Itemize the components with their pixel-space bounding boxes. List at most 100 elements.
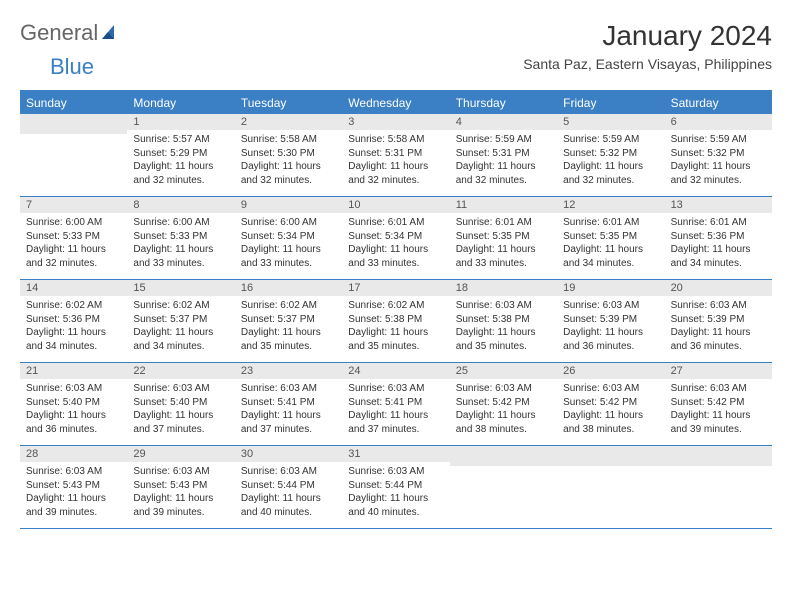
day-cell: 13Sunrise: 6:01 AMSunset: 5:36 PMDayligh… bbox=[665, 197, 772, 279]
day-details: Sunrise: 6:01 AMSunset: 5:36 PMDaylight:… bbox=[665, 213, 772, 276]
day-details: Sunrise: 6:03 AMSunset: 5:40 PMDaylight:… bbox=[20, 379, 127, 442]
day-number: 28 bbox=[20, 446, 127, 462]
day-number: 29 bbox=[127, 446, 234, 462]
day-cell: 1Sunrise: 5:57 AMSunset: 5:29 PMDaylight… bbox=[127, 114, 234, 196]
day-cell bbox=[450, 446, 557, 528]
day-cell: 15Sunrise: 6:02 AMSunset: 5:37 PMDayligh… bbox=[127, 280, 234, 362]
day-details: Sunrise: 6:02 AMSunset: 5:37 PMDaylight:… bbox=[127, 296, 234, 359]
day-cell: 7Sunrise: 6:00 AMSunset: 5:33 PMDaylight… bbox=[20, 197, 127, 279]
day-details: Sunrise: 5:58 AMSunset: 5:31 PMDaylight:… bbox=[342, 130, 449, 193]
day-number: 22 bbox=[127, 363, 234, 379]
day-number: 14 bbox=[20, 280, 127, 296]
day-cell: 19Sunrise: 6:03 AMSunset: 5:39 PMDayligh… bbox=[557, 280, 664, 362]
title-block: January 2024 Santa Paz, Eastern Visayas,… bbox=[523, 20, 772, 72]
day-number: 24 bbox=[342, 363, 449, 379]
day-details: Sunrise: 5:59 AMSunset: 5:32 PMDaylight:… bbox=[557, 130, 664, 193]
day-details: Sunrise: 6:00 AMSunset: 5:34 PMDaylight:… bbox=[235, 213, 342, 276]
day-header-cell: Tuesday bbox=[235, 92, 342, 114]
day-cell: 27Sunrise: 6:03 AMSunset: 5:42 PMDayligh… bbox=[665, 363, 772, 445]
day-number: 27 bbox=[665, 363, 772, 379]
day-number: 25 bbox=[450, 363, 557, 379]
day-details: Sunrise: 6:01 AMSunset: 5:34 PMDaylight:… bbox=[342, 213, 449, 276]
day-cell bbox=[557, 446, 664, 528]
day-number: 7 bbox=[20, 197, 127, 213]
day-cell: 11Sunrise: 6:01 AMSunset: 5:35 PMDayligh… bbox=[450, 197, 557, 279]
day-header-cell: Saturday bbox=[665, 92, 772, 114]
day-header-row: SundayMondayTuesdayWednesdayThursdayFrid… bbox=[20, 92, 772, 114]
day-number: 10 bbox=[342, 197, 449, 213]
day-details: Sunrise: 6:03 AMSunset: 5:42 PMDaylight:… bbox=[450, 379, 557, 442]
day-cell: 28Sunrise: 6:03 AMSunset: 5:43 PMDayligh… bbox=[20, 446, 127, 528]
logo-text-1: General bbox=[20, 20, 98, 46]
day-number: 21 bbox=[20, 363, 127, 379]
logo: General bbox=[20, 20, 120, 46]
day-cell: 31Sunrise: 6:03 AMSunset: 5:44 PMDayligh… bbox=[342, 446, 449, 528]
day-number: 30 bbox=[235, 446, 342, 462]
day-number: 12 bbox=[557, 197, 664, 213]
day-cell: 17Sunrise: 6:02 AMSunset: 5:38 PMDayligh… bbox=[342, 280, 449, 362]
day-number: 3 bbox=[342, 114, 449, 130]
day-details: Sunrise: 6:03 AMSunset: 5:44 PMDaylight:… bbox=[235, 462, 342, 525]
day-header-cell: Sunday bbox=[20, 92, 127, 114]
day-details: Sunrise: 6:01 AMSunset: 5:35 PMDaylight:… bbox=[450, 213, 557, 276]
day-details: Sunrise: 5:59 AMSunset: 5:32 PMDaylight:… bbox=[665, 130, 772, 193]
day-header-cell: Wednesday bbox=[342, 92, 449, 114]
day-number: 5 bbox=[557, 114, 664, 130]
day-number: 13 bbox=[665, 197, 772, 213]
day-cell: 20Sunrise: 6:03 AMSunset: 5:39 PMDayligh… bbox=[665, 280, 772, 362]
day-number: 19 bbox=[557, 280, 664, 296]
day-number: 20 bbox=[665, 280, 772, 296]
day-number: 15 bbox=[127, 280, 234, 296]
day-cell: 10Sunrise: 6:01 AMSunset: 5:34 PMDayligh… bbox=[342, 197, 449, 279]
day-cell bbox=[20, 114, 127, 196]
day-header-cell: Monday bbox=[127, 92, 234, 114]
day-number: 4 bbox=[450, 114, 557, 130]
day-cell: 25Sunrise: 6:03 AMSunset: 5:42 PMDayligh… bbox=[450, 363, 557, 445]
day-cell bbox=[665, 446, 772, 528]
day-details: Sunrise: 6:03 AMSunset: 5:39 PMDaylight:… bbox=[557, 296, 664, 359]
day-number: 23 bbox=[235, 363, 342, 379]
day-number: 18 bbox=[450, 280, 557, 296]
day-cell: 5Sunrise: 5:59 AMSunset: 5:32 PMDaylight… bbox=[557, 114, 664, 196]
day-number: 1 bbox=[127, 114, 234, 130]
week-row: 21Sunrise: 6:03 AMSunset: 5:40 PMDayligh… bbox=[20, 363, 772, 446]
day-number bbox=[557, 446, 664, 466]
week-row: 14Sunrise: 6:02 AMSunset: 5:36 PMDayligh… bbox=[20, 280, 772, 363]
day-cell: 30Sunrise: 6:03 AMSunset: 5:44 PMDayligh… bbox=[235, 446, 342, 528]
day-number bbox=[450, 446, 557, 466]
day-details: Sunrise: 6:03 AMSunset: 5:42 PMDaylight:… bbox=[557, 379, 664, 442]
day-cell: 9Sunrise: 6:00 AMSunset: 5:34 PMDaylight… bbox=[235, 197, 342, 279]
day-number: 17 bbox=[342, 280, 449, 296]
day-details: Sunrise: 6:02 AMSunset: 5:37 PMDaylight:… bbox=[235, 296, 342, 359]
page-title: January 2024 bbox=[523, 20, 772, 52]
day-cell: 23Sunrise: 6:03 AMSunset: 5:41 PMDayligh… bbox=[235, 363, 342, 445]
week-row: 7Sunrise: 6:00 AMSunset: 5:33 PMDaylight… bbox=[20, 197, 772, 280]
day-cell: 2Sunrise: 5:58 AMSunset: 5:30 PMDaylight… bbox=[235, 114, 342, 196]
day-number: 9 bbox=[235, 197, 342, 213]
day-cell: 3Sunrise: 5:58 AMSunset: 5:31 PMDaylight… bbox=[342, 114, 449, 196]
day-number: 2 bbox=[235, 114, 342, 130]
day-cell: 14Sunrise: 6:02 AMSunset: 5:36 PMDayligh… bbox=[20, 280, 127, 362]
day-details: Sunrise: 6:02 AMSunset: 5:36 PMDaylight:… bbox=[20, 296, 127, 359]
day-details: Sunrise: 6:03 AMSunset: 5:38 PMDaylight:… bbox=[450, 296, 557, 359]
day-details: Sunrise: 6:03 AMSunset: 5:44 PMDaylight:… bbox=[342, 462, 449, 525]
day-details: Sunrise: 6:01 AMSunset: 5:35 PMDaylight:… bbox=[557, 213, 664, 276]
day-cell: 26Sunrise: 6:03 AMSunset: 5:42 PMDayligh… bbox=[557, 363, 664, 445]
week-row: 1Sunrise: 5:57 AMSunset: 5:29 PMDaylight… bbox=[20, 114, 772, 197]
day-cell: 12Sunrise: 6:01 AMSunset: 5:35 PMDayligh… bbox=[557, 197, 664, 279]
day-cell: 4Sunrise: 5:59 AMSunset: 5:31 PMDaylight… bbox=[450, 114, 557, 196]
day-cell: 6Sunrise: 5:59 AMSunset: 5:32 PMDaylight… bbox=[665, 114, 772, 196]
day-details: Sunrise: 6:00 AMSunset: 5:33 PMDaylight:… bbox=[127, 213, 234, 276]
day-header-cell: Friday bbox=[557, 92, 664, 114]
day-number: 26 bbox=[557, 363, 664, 379]
day-number: 31 bbox=[342, 446, 449, 462]
day-number: 11 bbox=[450, 197, 557, 213]
day-details: Sunrise: 6:03 AMSunset: 5:40 PMDaylight:… bbox=[127, 379, 234, 442]
day-details: Sunrise: 6:02 AMSunset: 5:38 PMDaylight:… bbox=[342, 296, 449, 359]
day-cell: 22Sunrise: 6:03 AMSunset: 5:40 PMDayligh… bbox=[127, 363, 234, 445]
day-number bbox=[665, 446, 772, 466]
day-cell: 29Sunrise: 6:03 AMSunset: 5:43 PMDayligh… bbox=[127, 446, 234, 528]
day-details: Sunrise: 5:59 AMSunset: 5:31 PMDaylight:… bbox=[450, 130, 557, 193]
logo-sail-icon bbox=[100, 23, 120, 43]
day-cell: 8Sunrise: 6:00 AMSunset: 5:33 PMDaylight… bbox=[127, 197, 234, 279]
